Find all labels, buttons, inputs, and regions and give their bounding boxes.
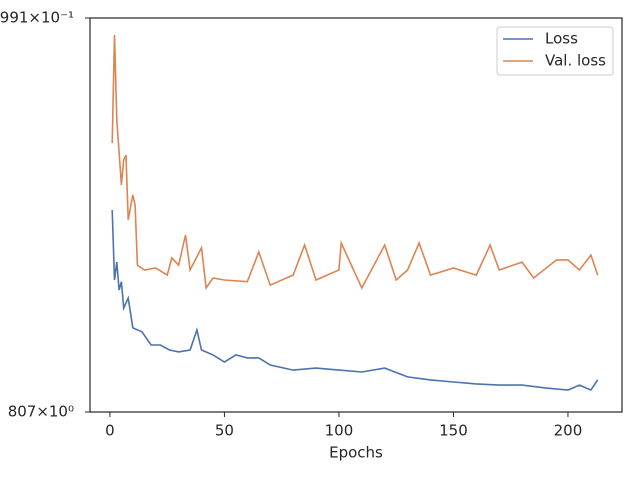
x-tick-label: 0 xyxy=(105,422,115,440)
y-tick-label: 807×10⁰ xyxy=(8,403,74,421)
x-tick-label: 50 xyxy=(215,422,234,440)
series-line xyxy=(111,209,599,391)
x-tick-label: 200 xyxy=(554,422,583,440)
x-tick-label: 100 xyxy=(325,422,354,440)
y-tick-label: 991×10⁻¹ xyxy=(0,9,74,27)
x-tick-label: 150 xyxy=(439,422,468,440)
plot-frame xyxy=(89,17,623,413)
legend-label: Loss xyxy=(545,30,578,48)
x-axis-label: Epochs xyxy=(329,444,383,462)
legend-label: Val. loss xyxy=(545,52,606,70)
series-line xyxy=(111,34,599,291)
